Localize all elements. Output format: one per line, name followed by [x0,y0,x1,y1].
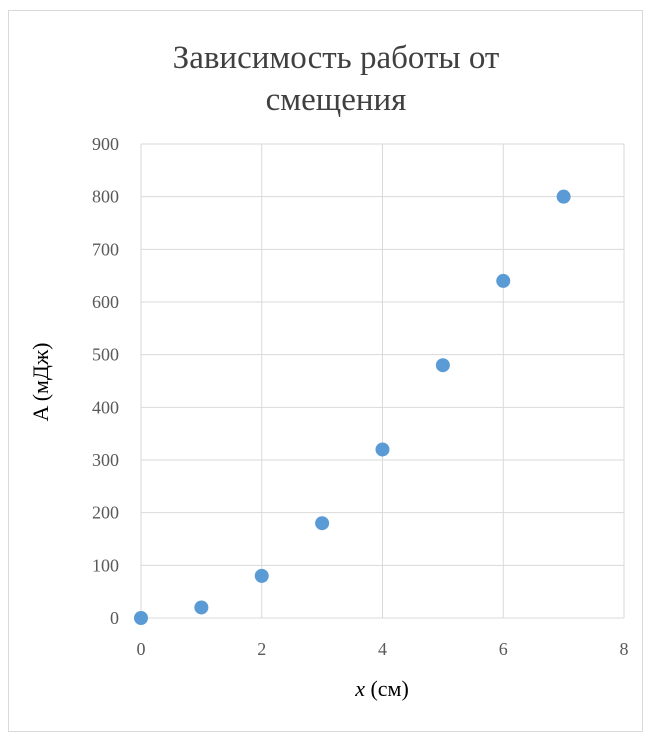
y-axis-label: A (мДж) [28,343,53,422]
y-tick-label: 400 [92,397,119,417]
data-point [254,568,269,583]
x-tick-label: 8 [620,639,629,659]
x-tick-labels: 0 2 4 6 8 [137,639,629,659]
gridlines [140,143,625,619]
data-point [556,189,571,204]
data-point [134,611,148,625]
x-tick-label: 2 [257,639,266,659]
y-tick-label: 800 [92,187,119,207]
data-point [194,600,209,615]
data-point [315,516,330,531]
chart-title-line-2: смещения [266,82,407,118]
x-tick-label: 4 [378,639,387,659]
y-tick-label: 100 [92,555,119,575]
data-point [375,442,390,457]
x-tick-label: 0 [137,639,146,659]
y-tick-label: 500 [92,345,119,365]
x-tick-label: 6 [499,639,508,659]
y-tick-label: 0 [110,608,119,628]
y-tick-label: 200 [92,503,119,523]
x-axis-label-unit: (см) [365,676,409,701]
chart-title-line-1: Зависимость работы от [173,40,500,76]
y-tick-label: 700 [92,239,119,259]
data-points [134,189,571,625]
data-point [435,358,450,373]
data-point [496,273,511,288]
y-tick-labels: 0 100 200 300 400 500 600 700 800 900 [92,134,119,628]
y-tick-label: 600 [92,292,119,312]
y-tick-label: 300 [92,450,119,470]
x-axis-label: x (см) [354,676,409,701]
chart-area [8,10,643,732]
x-axis-label-variable: x [354,676,365,701]
y-tick-label: 900 [92,134,119,154]
